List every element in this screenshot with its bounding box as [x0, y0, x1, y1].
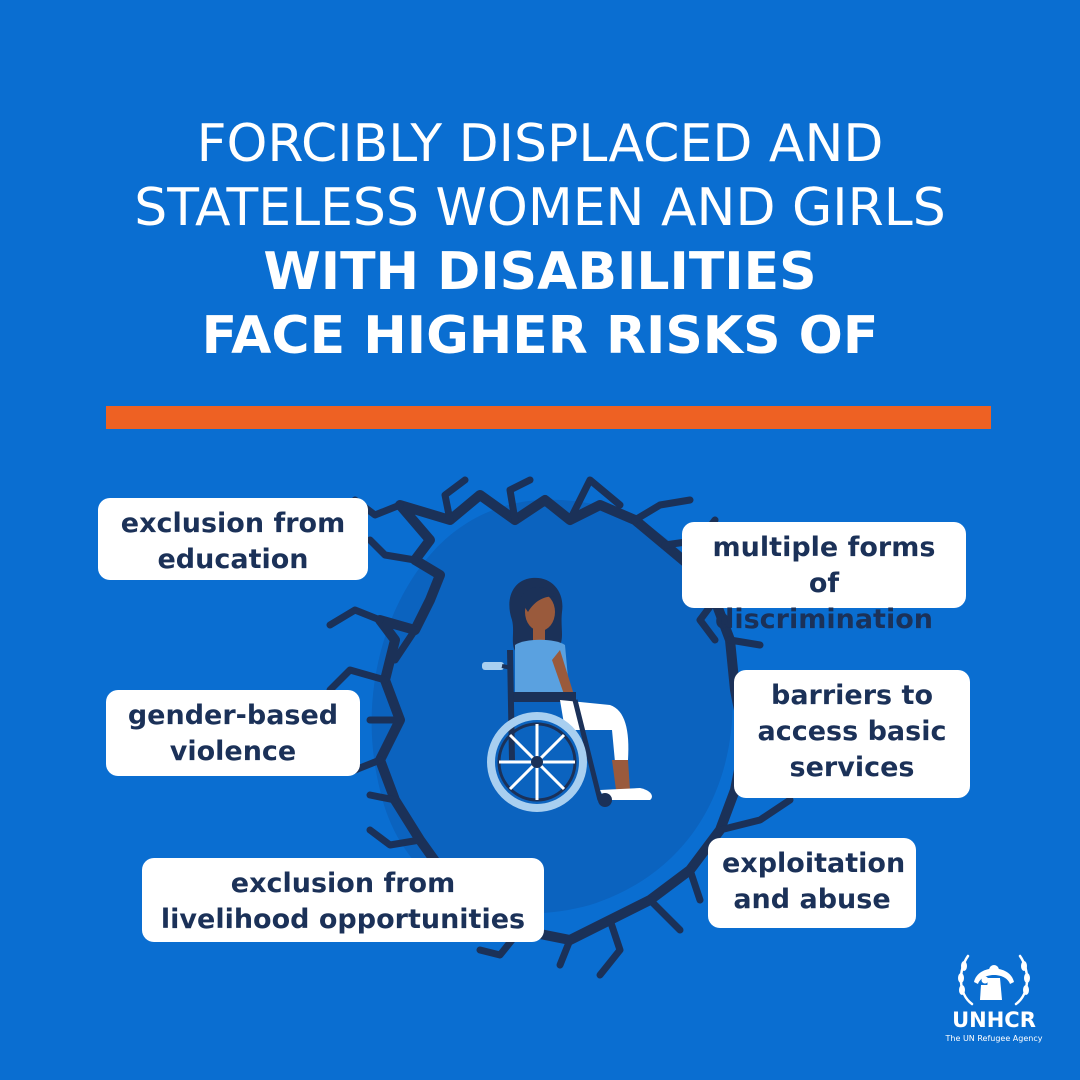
risk-label-line: livelihood opportunities	[160, 904, 526, 935]
logo-tagline: The UN Refugee Agency	[945, 1034, 1043, 1043]
logo-wordmark: UNHCR	[952, 1008, 1036, 1032]
risk-label-line: violence	[169, 736, 297, 767]
woman-wheelchair-icon	[482, 577, 652, 812]
risk-label-basic-services: barriers to access basic services	[734, 670, 970, 798]
risk-label-exploitation: exploitation and abuse	[708, 838, 916, 928]
headline-line-1: FORCIBLY DISPLACED AND	[196, 114, 884, 174]
accent-rule	[106, 406, 991, 429]
risk-label-discrimination: multiple forms of discrimination	[682, 522, 966, 635]
risk-label-line: discrimination	[715, 604, 933, 635]
headline: FORCIBLY DISPLACED AND STATELESS WOMEN A…	[0, 112, 1080, 368]
risk-label-line: multiple forms of	[712, 532, 936, 599]
risk-label-livelihood: exclusion from livelihood opportunities	[142, 858, 544, 942]
risk-label-education: exclusion from education	[98, 498, 368, 580]
risk-label-line: education	[157, 544, 309, 575]
unhcr-emblem-icon	[958, 954, 1030, 1006]
headline-line-4: FACE HIGHER RISKS OF	[201, 306, 879, 366]
risk-label-line: gender-based	[127, 700, 339, 731]
risk-label-line: exclusion from	[120, 508, 346, 539]
risk-label-line: access basic	[757, 716, 947, 747]
unhcr-logo: UNHCR The UN Refugee Agency	[944, 950, 1044, 1045]
risk-label-line: services	[789, 752, 915, 783]
risk-label-line: barriers to	[771, 680, 933, 711]
headline-line-3: WITH DISABILITIES	[263, 242, 817, 302]
headline-line-2: STATELESS WOMEN AND GIRLS	[134, 178, 946, 238]
risk-label-line: and abuse	[733, 884, 891, 915]
risk-label-gbv: gender-based violence	[106, 690, 360, 776]
risk-label-line: exclusion from	[230, 868, 456, 899]
risk-label-line: exploitation	[722, 848, 906, 879]
